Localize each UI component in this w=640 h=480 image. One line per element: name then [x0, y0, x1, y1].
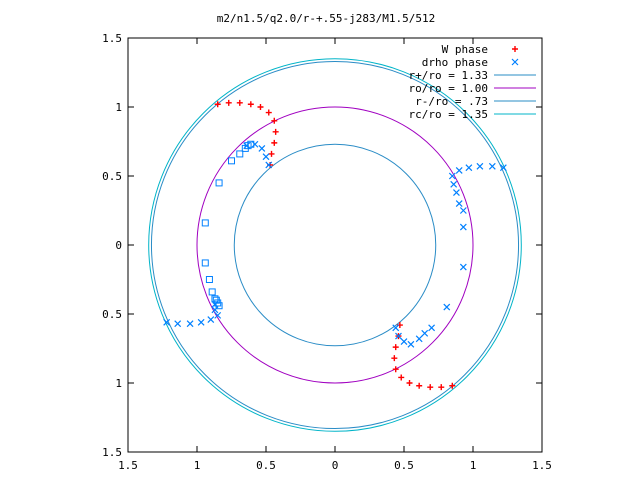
y-tick-label-6: 1.5	[102, 446, 122, 459]
series-1-point-21	[455, 200, 463, 208]
series-1-point-28	[415, 335, 423, 343]
y-tick-label-1: 1	[115, 101, 122, 114]
series-1-point-32	[392, 324, 400, 332]
series-1-point-14	[488, 162, 496, 170]
y-tick-label-0: 1.5	[102, 32, 122, 45]
y-tick-label-2: 0.5	[102, 170, 122, 183]
series-2-point-0	[228, 157, 235, 165]
series-1-point-25	[443, 303, 451, 311]
x-tick-label-6: 1.5	[532, 459, 552, 472]
legend-label-circle-0: r+/ro = 1.33	[409, 69, 488, 82]
series-0-point-1	[225, 99, 232, 106]
series-1-point-24	[459, 263, 467, 271]
series-1-point-8	[265, 161, 273, 169]
series-2-point-7	[201, 259, 209, 267]
series-0-point-9	[268, 150, 275, 157]
series-1-point-3	[197, 318, 205, 326]
series-1-point-17	[455, 167, 463, 174]
series-1-point-2	[186, 320, 194, 328]
series-1-point-15	[476, 162, 484, 170]
series-1-point-23	[459, 223, 467, 231]
series-0-point-12	[438, 384, 445, 391]
circles-layer	[148, 58, 522, 432]
radius-circle-1	[196, 106, 474, 384]
axes-layer: 1.5 1 0.5 0 0.5 1 1.51.510.500.511.5	[102, 32, 552, 472]
x-tick-label-1: 1	[194, 459, 201, 472]
radius-circle-0	[150, 60, 520, 430]
series-0-point-5	[265, 109, 272, 116]
series-1-point-29	[407, 340, 415, 348]
series-0-point-13	[427, 384, 434, 391]
series-0-point-2	[236, 99, 243, 106]
series-2-point-1	[236, 150, 244, 158]
x-tick-label-4: 0.5	[394, 459, 414, 472]
legend-label-circle-2: r-/ro = .73	[415, 95, 488, 108]
series-0-point-4	[257, 104, 264, 110]
x-tick-label-5: 1	[470, 459, 477, 472]
chart-title: m2/n1.5/q2.0/r-+.55-j283/M1.5/512	[217, 12, 436, 25]
series-layer	[163, 99, 507, 391]
series-1-point-20	[453, 189, 460, 196]
legend-label-series-0: W phase	[442, 43, 488, 56]
legend-marker-series-0	[512, 46, 518, 52]
y-tick-label-4: 0.5	[102, 308, 122, 321]
legend-marker-series-1	[511, 58, 519, 66]
series-1-point-19	[450, 180, 458, 188]
series-0-point-18	[391, 355, 398, 362]
series-1-point-6	[211, 306, 219, 314]
series-1-point-22	[459, 207, 467, 214]
y-tick-label-3: 0	[115, 239, 122, 252]
series-1-point-10	[258, 144, 266, 152]
series-0-point-16	[398, 374, 405, 381]
series-0-point-17	[392, 366, 399, 373]
legend-label-circle-1: ro/ro = 1.00	[409, 82, 488, 95]
series-1-point-4	[207, 316, 215, 323]
series-1-point-1	[174, 320, 182, 328]
legend-label-series-1: drho phase	[422, 56, 488, 69]
series-1-point-31	[395, 332, 402, 340]
series-2-point-5	[215, 179, 223, 187]
series-1-point-16	[465, 164, 473, 172]
series-0-point-14	[416, 382, 423, 389]
radius-circle-3	[148, 58, 522, 432]
series-2-point-8	[205, 276, 213, 283]
legend-label-circle-3: rc/ro = 1.35	[409, 108, 488, 121]
series-0-point-6	[271, 117, 278, 124]
series-0-point-0	[214, 101, 221, 108]
x-tick-label-0: 1.5	[118, 459, 138, 472]
x-tick-label-2: 0.5	[256, 459, 276, 472]
series-0-point-3	[247, 101, 254, 108]
series-1-point-30	[400, 338, 408, 346]
series-1-point-0	[163, 318, 171, 326]
radius-circle-2	[233, 143, 437, 347]
series-2-point-4	[247, 140, 255, 148]
series-0-point-8	[271, 139, 278, 146]
series-2-point-6	[201, 219, 209, 227]
series-1-point-11	[251, 140, 259, 148]
series-1-point-9	[262, 153, 270, 161]
series-0-point-15	[406, 380, 413, 386]
series-1-point-26	[428, 324, 436, 332]
y-tick-label-5: 1	[115, 377, 122, 390]
x-tick-label-3: 0	[332, 459, 339, 472]
series-0-point-11	[449, 382, 456, 389]
series-0-point-19	[392, 344, 399, 351]
series-1-point-27	[421, 329, 429, 337]
series-2-point-9	[208, 288, 216, 296]
series-0-point-7	[272, 128, 279, 135]
series-2-point-13	[215, 302, 223, 310]
series-1-point-13	[499, 164, 507, 172]
series-1-point-5	[214, 311, 222, 319]
series-1-point-18	[448, 172, 456, 180]
